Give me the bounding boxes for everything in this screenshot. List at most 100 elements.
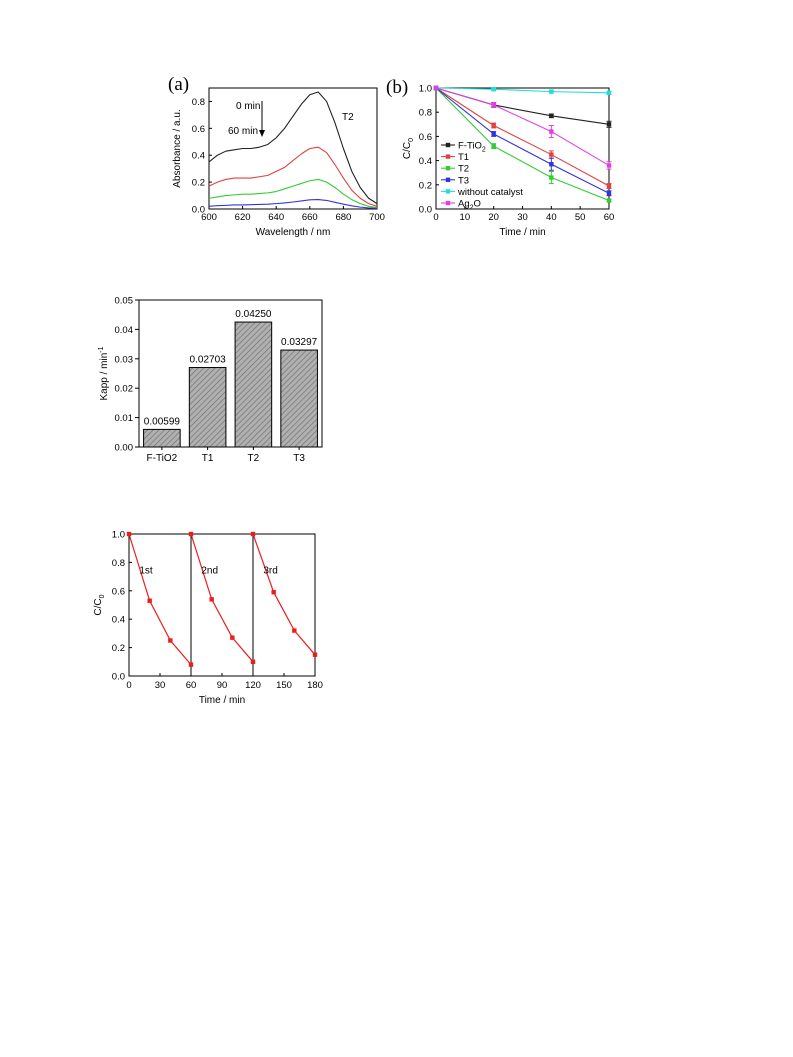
- y-tick-label: 0.4: [112, 615, 125, 626]
- legend-entry-1: T1: [458, 152, 469, 163]
- x-tick-label: 30: [155, 680, 166, 691]
- data-point: [491, 102, 496, 108]
- y-tick-label: 0.03: [115, 354, 134, 365]
- y-tick-label: 1.0: [419, 84, 432, 95]
- x-tick-label: 620: [235, 212, 251, 223]
- data-point: [606, 90, 612, 96]
- legend-swatch-marker: [445, 189, 451, 194]
- annotation-0-min: 0 min: [236, 101, 260, 112]
- panel-label: (a): [168, 74, 189, 95]
- cycle-line-0: [128, 533, 192, 666]
- bar-T3: [280, 349, 318, 448]
- annotation-60-min: 60 min: [228, 126, 258, 137]
- cycle-line-2: [252, 533, 316, 656]
- x-tick-label: 150: [276, 680, 292, 691]
- bar-value-label: 0.04250: [235, 309, 272, 320]
- series-line-5: [435, 87, 610, 166]
- data-point: [491, 131, 496, 137]
- x-tick-label: 90: [217, 680, 228, 691]
- y-axis-label: Kapp / min-1: [98, 346, 110, 400]
- series-line-1: [435, 87, 610, 187]
- y-axis-label: C/C0: [93, 594, 106, 615]
- series-line-4: [435, 87, 610, 94]
- x-tick-label: T1: [202, 453, 214, 464]
- legend-entry-5: Ag2O: [458, 199, 481, 212]
- x-tick-label: 640: [268, 212, 284, 223]
- data-point: [606, 198, 612, 203]
- x-tick-label: 180: [307, 680, 323, 691]
- chart-absorbance-spectra: 600 620 640 660 680 700 0.0 0.2 0.4 0.6 0.8 Wavelen…: [168, 74, 385, 238]
- data-point: [606, 122, 612, 127]
- y-tick-label: 0.0: [192, 205, 205, 216]
- cycle-label-2: 3rd: [263, 566, 277, 577]
- data-point: [250, 531, 256, 537]
- x-axis-label: Wavelength / nm: [256, 227, 331, 238]
- spectrum-line-0: [208, 91, 378, 205]
- x-tick-label: T2: [248, 453, 260, 464]
- data-point: [549, 129, 554, 134]
- data-point: [491, 123, 496, 128]
- y-tick-label: 0.05: [115, 296, 134, 307]
- bar-value-label: 0.00599: [144, 416, 181, 427]
- y-axis-label: C/C0: [402, 138, 415, 159]
- chart-recycling-test: 0 30 60 90 120 150 180 0.0 0.2 0.4 0.6 0.8 1.0 1st 2nd…: [93, 530, 323, 707]
- y-tick-label: 0.02: [115, 384, 134, 395]
- y-tick-label: 0.04: [115, 325, 134, 336]
- data-point: [491, 87, 496, 92]
- legend-swatch-marker: [445, 142, 451, 148]
- y-tick-label: 0.4: [192, 151, 205, 162]
- x-tick-label: 40: [546, 212, 557, 223]
- legend-swatch-marker: [445, 154, 451, 159]
- cycle-label-0: 1st: [139, 566, 153, 577]
- data-point: [168, 638, 173, 643]
- x-tick-label: 10: [460, 212, 471, 223]
- legend-swatch-marker: [445, 200, 451, 206]
- x-tick-label: T3: [293, 453, 305, 464]
- data-point: [606, 183, 612, 189]
- x-tick-label: 60: [604, 212, 615, 223]
- sample-label: T2: [342, 112, 354, 123]
- x-tick-label: 660: [302, 212, 318, 223]
- data-point: [126, 531, 132, 537]
- legend-entry-0: F-TiO2: [458, 141, 486, 154]
- x-tick-label: 30: [517, 212, 528, 223]
- plot-frame: [138, 299, 323, 448]
- series-line-3: [435, 87, 610, 194]
- data-point: [491, 143, 496, 149]
- data-point: [606, 163, 612, 168]
- data-point: [271, 590, 276, 595]
- x-tick-label: 20: [488, 212, 499, 223]
- y-tick-label: 0.8: [112, 558, 125, 569]
- x-axis-label: Time / min: [499, 227, 545, 238]
- data-point: [549, 162, 554, 167]
- x-tick-label: 700: [369, 212, 385, 223]
- y-tick-label: 0.6: [112, 586, 125, 597]
- cycle-line-1: [190, 533, 254, 663]
- data-point: [292, 628, 297, 633]
- y-tick-label: 0.01: [115, 413, 134, 424]
- bar-value-label: 0.02703: [190, 355, 227, 366]
- y-tick-label: 0.0: [419, 205, 432, 216]
- data-point: [188, 662, 194, 667]
- legend-swatch-marker: [445, 177, 451, 182]
- y-tick-label: 0.2: [112, 643, 125, 654]
- bar-T1: [188, 367, 227, 448]
- x-axis-label: Time / min: [199, 695, 245, 706]
- y-tick-label: 0.00: [115, 443, 134, 454]
- legend-entry-4: without catalyst: [457, 187, 523, 198]
- plot-frame: [128, 533, 316, 677]
- y-axis-label: Absorbance / a.u.: [172, 109, 183, 187]
- x-tick-label: 120: [245, 680, 261, 691]
- x-tick-label: 50: [575, 212, 586, 223]
- spectrum-line-1: [208, 146, 378, 207]
- data-point: [188, 531, 194, 537]
- data-point: [147, 598, 152, 603]
- y-tick-label: 0.8: [192, 97, 205, 108]
- data-point: [606, 191, 612, 196]
- y-tick-label: 0.2: [192, 178, 205, 189]
- y-tick-label: 0.0: [112, 672, 125, 683]
- data-point: [209, 597, 214, 602]
- x-tick-label: 0: [433, 212, 438, 223]
- chart-kapp-bars: 0.00 0.01 0.02 0.03 0.04 0.05 0.00599 F-TiO2 0.0…: [98, 296, 323, 464]
